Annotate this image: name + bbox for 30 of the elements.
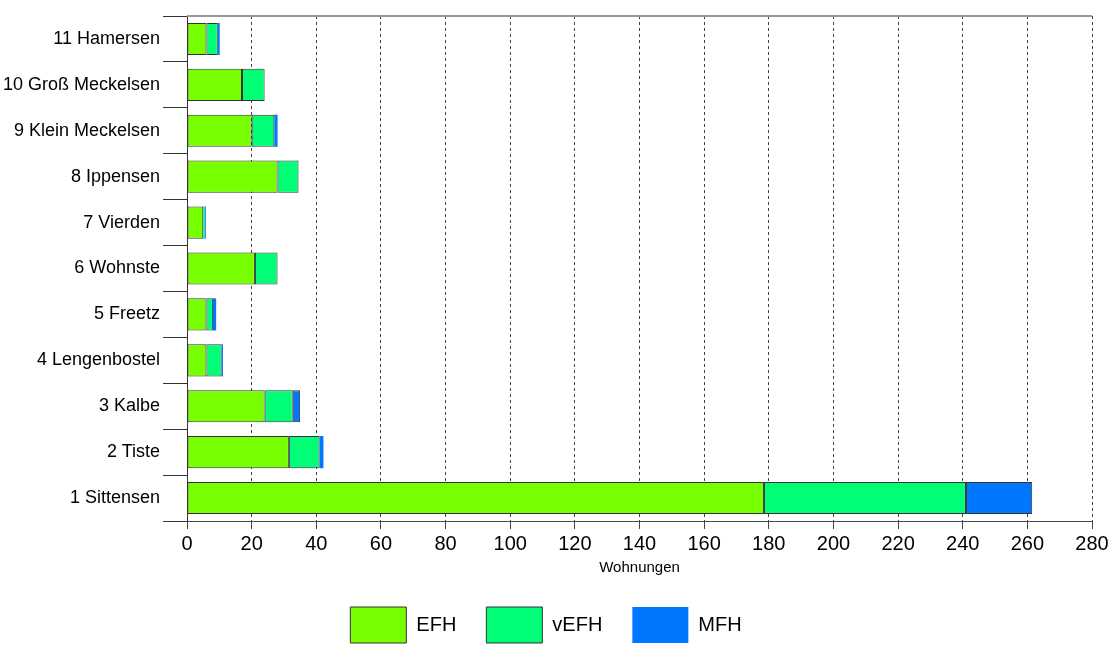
y-tick-label: 3 Kalbe [99,395,161,416]
x-tick-label: 220 [881,531,915,554]
x-tick-label: 40 [305,531,328,554]
y-tick-label: 5 Freetz [94,303,161,324]
y-tick-label: 1 Sittensen [70,487,161,508]
y-tick-label: 2 Tiste [107,441,161,462]
legend-label: vEFH [552,612,603,635]
x-tick-label: 60 [369,531,393,554]
x-tick-label: 240 [946,531,980,554]
legend-label: MFH [698,612,742,635]
y-tick-label: 9 Klein Meckelsen [13,119,161,140]
x-tick-label: 160 [687,531,721,554]
y-tick-label: 6 Wohnste [74,257,161,278]
x-tick-label: 260 [1010,531,1045,554]
y-tick-label: 11 Hamersen [53,27,161,48]
x-tick-label: 80 [434,531,457,554]
x-tick-label: 120 [558,531,592,554]
x-axis-title: Wohnungen [599,558,680,576]
x-tick-label: 280 [1075,531,1109,554]
y-tick-label: 7 Vierden [83,211,161,232]
x-tick-label: 20 [240,531,263,554]
y-tick-label: 8 Ippensen [70,165,161,186]
x-tick-label: 200 [816,531,851,554]
x-tick-label: 0 [181,531,193,554]
x-tick-label: 140 [622,531,657,554]
x-tick-label: 180 [752,531,786,554]
y-tick-label: 4 Lengenbostel [36,349,161,370]
x-tick-label: 100 [493,531,527,554]
legend-label: EFH [416,612,457,635]
y-tick-label: 10 Groß Meckelsen [3,73,161,94]
